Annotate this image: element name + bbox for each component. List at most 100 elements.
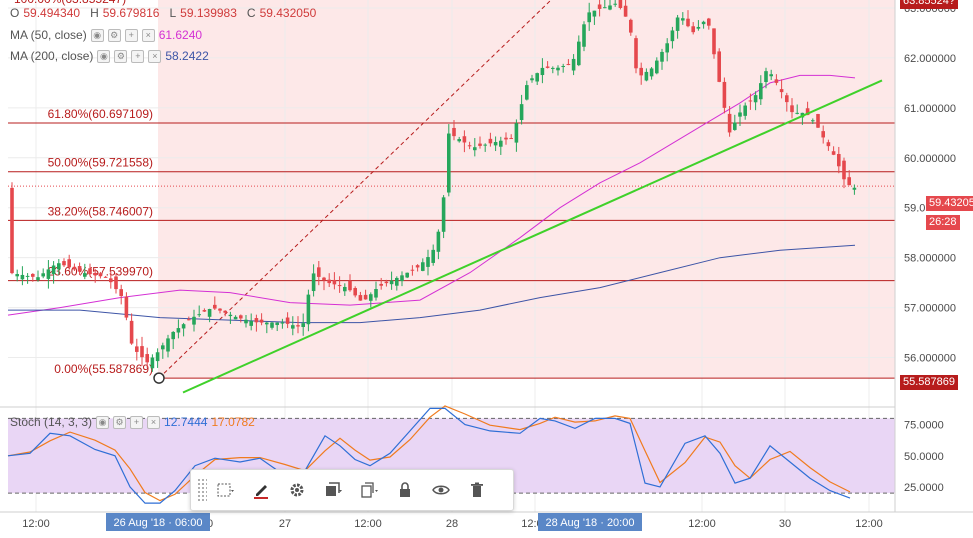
candle-body: [608, 5, 612, 10]
plus-icon[interactable]: +: [130, 415, 144, 429]
candle-body: [166, 338, 170, 352]
ma50-legend[interactable]: MA (50, close) ◉ ⚙ + × 61.6240: [10, 28, 202, 42]
candle-body: [816, 114, 820, 128]
candle-body: [675, 17, 680, 31]
candle-body: [150, 357, 155, 369]
candle-body: [202, 310, 207, 312]
candle-body: [566, 63, 571, 65]
candle-body: [842, 160, 846, 180]
candle-body: [317, 267, 321, 277]
candle-body: [535, 73, 539, 82]
drawing-toolbar[interactable]: [190, 469, 514, 511]
drag-handle-icon[interactable]: [197, 478, 207, 502]
eye-icon[interactable]: ◉: [97, 49, 111, 63]
candle-body: [332, 279, 337, 285]
candle-body: [233, 316, 238, 320]
candle-body: [779, 89, 784, 93]
candle-body: [660, 51, 664, 62]
candle-body: [852, 187, 857, 190]
candle-body: [161, 345, 165, 350]
ma200-legend[interactable]: MA (200, close) ◉ ⚙ + × 58.2422: [10, 49, 209, 63]
candle-body: [556, 67, 560, 71]
candle-body: [753, 95, 758, 103]
price-tick-label: 58.000000: [904, 253, 956, 265]
ohlc-legend: O 59.494340 H 59.679816 L 59.139983 C 59.432…: [10, 6, 316, 20]
lock-icon[interactable]: [387, 470, 423, 510]
candle-body: [400, 275, 404, 282]
close-icon[interactable]: ×: [141, 28, 155, 42]
candle-body: [103, 276, 108, 278]
stoch-label: Stoch (14, 3, 3): [10, 415, 93, 429]
candle-body: [483, 144, 487, 146]
eye-icon[interactable]: ◉: [96, 415, 110, 429]
candle-body: [587, 12, 591, 23]
candle-body: [795, 112, 799, 114]
candle-body: [62, 261, 66, 266]
eye-icon[interactable]: [423, 470, 459, 510]
candle-body: [441, 197, 446, 232]
eye-icon[interactable]: ◉: [90, 28, 104, 42]
gear-icon[interactable]: ⚙: [113, 415, 127, 429]
candle-body: [83, 273, 87, 277]
candle-body: [717, 51, 721, 82]
candle-body: [639, 67, 643, 76]
ma200-line: [8, 244, 856, 324]
candle-body: [837, 154, 841, 167]
candle-body: [389, 280, 394, 285]
ohlc-letter-close: C: [246, 6, 256, 20]
candle-body: [384, 281, 389, 284]
stoch-tick-label: 75.0000: [904, 420, 944, 432]
candle-body: [457, 139, 461, 142]
candle-body: [275, 322, 279, 326]
candle-body: [239, 315, 243, 319]
candle-body: [353, 288, 357, 296]
plus-icon[interactable]: +: [124, 28, 138, 42]
gear-icon[interactable]: ⚙: [107, 28, 121, 42]
candle-body: [244, 319, 248, 324]
candle-body: [343, 286, 347, 292]
candle-body: [259, 319, 264, 323]
time-tick-label: 12:00: [688, 518, 716, 530]
ohlc-letter-high: H: [90, 6, 99, 20]
price-tick-label: 62.000000: [904, 53, 956, 65]
plus-icon[interactable]: +: [131, 49, 145, 63]
close-icon[interactable]: ×: [148, 49, 162, 63]
gear-icon[interactable]: [279, 470, 315, 510]
candle-body: [213, 304, 217, 309]
candle-body: [176, 328, 181, 333]
candle-body: [597, 4, 602, 9]
candle-body: [395, 277, 399, 286]
fib-level-label: 38.20%(58.746007): [48, 204, 153, 218]
candle-body: [218, 308, 222, 311]
copy-icon[interactable]: [351, 470, 387, 510]
stoch-legend[interactable]: Stoch (14, 3, 3) ◉ ⚙ + × 12.7444 17.0782: [10, 415, 255, 429]
pencil-icon[interactable]: [243, 470, 279, 510]
close-icon[interactable]: ×: [147, 415, 161, 429]
gear-icon[interactable]: ⚙: [114, 49, 128, 63]
candle-body: [545, 66, 550, 68]
candle-body: [280, 322, 285, 324]
candle-body: [379, 283, 383, 286]
candle-body: [72, 266, 77, 270]
candle-body: [577, 41, 581, 66]
candle-body: [171, 331, 175, 340]
candle-body: [426, 257, 430, 267]
candle-body: [77, 266, 82, 272]
box-select-icon[interactable]: [207, 470, 243, 510]
candle-body: [410, 269, 415, 271]
candle-body: [197, 314, 201, 316]
fib-level-label: 61.80%(60.697109): [48, 107, 153, 121]
candle-body: [769, 74, 773, 77]
fib-top-tag: 63.85524?: [900, 0, 958, 9]
candle-body: [509, 138, 513, 140]
candle-body: [785, 95, 789, 103]
crosshair-date-tag: [106, 513, 210, 531]
candle-body: [129, 320, 134, 344]
layers-icon[interactable]: [315, 470, 351, 510]
trash-icon[interactable]: [459, 470, 495, 510]
candle-body: [649, 68, 654, 77]
stoch-tick-label: 50.0000: [904, 451, 944, 463]
candle-body: [696, 26, 701, 29]
candle-body: [93, 272, 97, 276]
